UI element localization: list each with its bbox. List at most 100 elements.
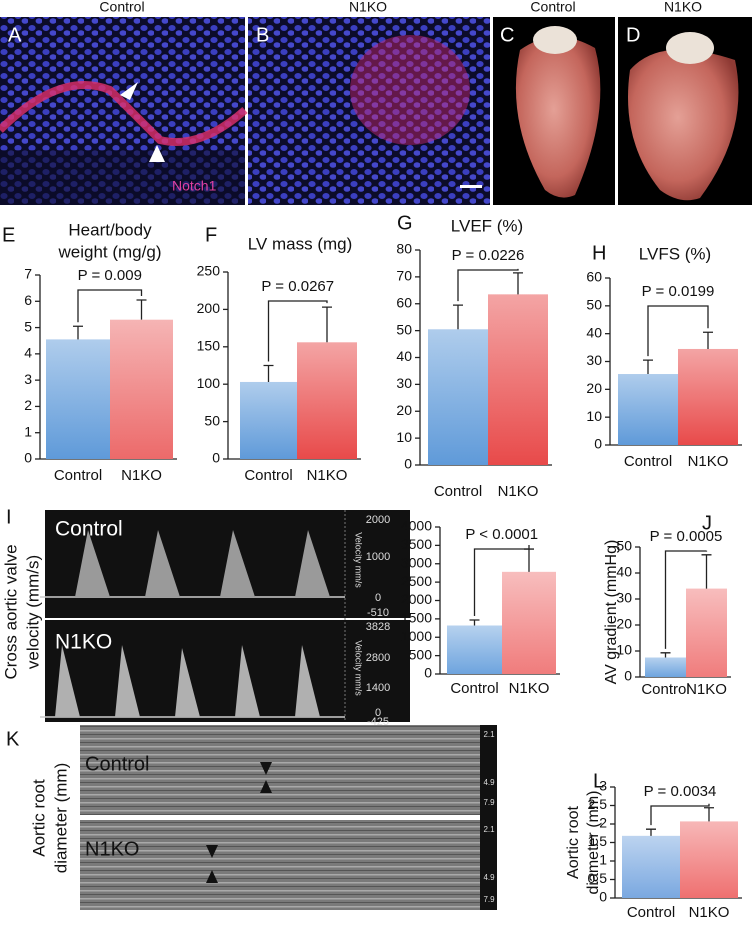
- chart-title: LV mass (mg): [248, 234, 353, 253]
- y-tick-label: 10: [616, 642, 632, 658]
- trace-scale: 4.9: [483, 778, 495, 787]
- bar: [488, 294, 548, 465]
- y-axis-label: Aortic root: [29, 779, 48, 857]
- y-tick-label: 0: [212, 450, 220, 466]
- y-tick-label: 4000: [401, 518, 432, 534]
- x-tick-label: N1KO: [121, 467, 162, 484]
- trace-scale: 7.9: [483, 798, 495, 807]
- y-tick-label: 3: [24, 371, 32, 387]
- x-tick-label: N1KO: [686, 681, 727, 698]
- significance-bracket: [267, 300, 328, 362]
- y-tick-label: 20: [616, 616, 632, 632]
- x-tick-label: Control: [450, 680, 498, 697]
- trace-label: N1KO: [85, 838, 139, 860]
- trace-label: Control: [55, 518, 123, 541]
- y-tick-label: 3: [599, 778, 607, 794]
- heart-photo-c: [493, 17, 615, 205]
- error-bar: [453, 304, 463, 330]
- x-tick-label: N1KO: [307, 467, 348, 484]
- y-tick-label: 40: [616, 564, 632, 580]
- error-bar: [703, 331, 713, 349]
- y-tick-label: 60: [586, 269, 602, 285]
- bar: [297, 342, 357, 459]
- y-tick-label: 500: [409, 646, 433, 662]
- y-tick-label: 1: [599, 852, 607, 868]
- panel-letter: C: [500, 24, 514, 46]
- y-tick-label: 3500: [401, 536, 432, 552]
- trace-scale: 7.9: [483, 895, 495, 904]
- bar: [428, 329, 488, 465]
- y-tick-label: 50: [586, 297, 602, 313]
- y-tick-label: 0: [424, 665, 432, 681]
- error-bar: [73, 325, 83, 340]
- trace-unit: Velocity mm/s: [354, 640, 364, 696]
- panel-letter: B: [256, 24, 269, 46]
- panel-heading: N1KO: [349, 0, 387, 15]
- panel-letter: D: [626, 24, 640, 46]
- y-tick-label: 50: [204, 412, 220, 428]
- panel-letter: L: [593, 770, 604, 792]
- bar: [502, 571, 556, 674]
- bar: [678, 348, 738, 445]
- error-bar: [469, 619, 480, 626]
- trace-label: N1KO: [55, 631, 112, 654]
- y-axis-label: Cross aortic valve: [1, 544, 20, 679]
- y-tick-label: 70: [396, 268, 412, 284]
- y-tick-label: 1.5: [588, 833, 608, 849]
- m-mode-traces: [80, 725, 497, 910]
- y-tick-label: 2: [24, 397, 32, 413]
- y-tick-label: 50: [616, 538, 632, 554]
- y-tick-label: 80: [396, 241, 412, 257]
- y-tick-label: 200: [197, 300, 221, 316]
- x-tick-label: N1KO: [688, 453, 729, 470]
- micrograph-b: [248, 17, 490, 205]
- panel-heading: N1KO: [664, 0, 702, 15]
- y-tick-label: 2500: [401, 573, 432, 589]
- chart-title: Heart/body: [68, 220, 152, 239]
- bar: [447, 625, 502, 674]
- trace-scale: 1000: [366, 551, 390, 563]
- trace-scale: 1400: [366, 682, 390, 694]
- y-axis-label: velocity (mm/s): [23, 555, 42, 669]
- y-tick-label: 30: [396, 375, 412, 391]
- y-tick-label: 5: [24, 318, 32, 334]
- y-tick-label: 7: [24, 266, 32, 282]
- y-tick-label: 6: [24, 292, 32, 308]
- y-tick-label: 100: [197, 375, 221, 391]
- y-tick-label: 3000: [401, 554, 432, 570]
- error-bar: [136, 299, 147, 320]
- heart-photo-d: [618, 17, 752, 205]
- doppler-traces: [40, 510, 410, 722]
- p-value: P = 0.0199: [642, 283, 715, 300]
- bar: [680, 821, 738, 898]
- y-tick-label: 1500: [401, 610, 432, 626]
- x-tick-label: N1KO: [498, 483, 539, 500]
- chart-title: LVFS (%): [639, 244, 711, 263]
- error-bar: [322, 306, 332, 343]
- y-axis-label: diameter (mm): [585, 790, 602, 894]
- y-tick-label: 0: [24, 450, 32, 466]
- y-tick-label: 20: [586, 380, 602, 396]
- trace-scale: 0: [375, 707, 381, 719]
- y-tick-label: 10: [396, 429, 412, 445]
- error-bar: [643, 359, 653, 375]
- x-tick-label: N1KO: [689, 904, 730, 921]
- trace-scale: 2800: [366, 652, 390, 664]
- y-tick-label: 2: [599, 815, 607, 831]
- y-tick-label: 0.5: [588, 870, 608, 886]
- panel-letter: A: [8, 24, 22, 46]
- bar: [686, 588, 727, 677]
- significance-bracket: [664, 550, 708, 649]
- chart-title: weight (mg/g): [58, 242, 162, 261]
- panel-letter: K: [6, 728, 20, 750]
- y-tick-label: 40: [396, 348, 412, 364]
- p-value: P = 0.0267: [261, 278, 334, 295]
- significance-bracket: [77, 289, 143, 323]
- y-axis-label: diameter (mm): [51, 763, 70, 874]
- x-tick-label: Control: [624, 453, 672, 470]
- x-tick-label: Control: [434, 483, 482, 500]
- y-tick-label: 0: [404, 456, 412, 472]
- y-tick-label: 2.5: [588, 796, 608, 812]
- significance-bracket: [650, 803, 710, 826]
- panel-letter: G: [397, 212, 413, 234]
